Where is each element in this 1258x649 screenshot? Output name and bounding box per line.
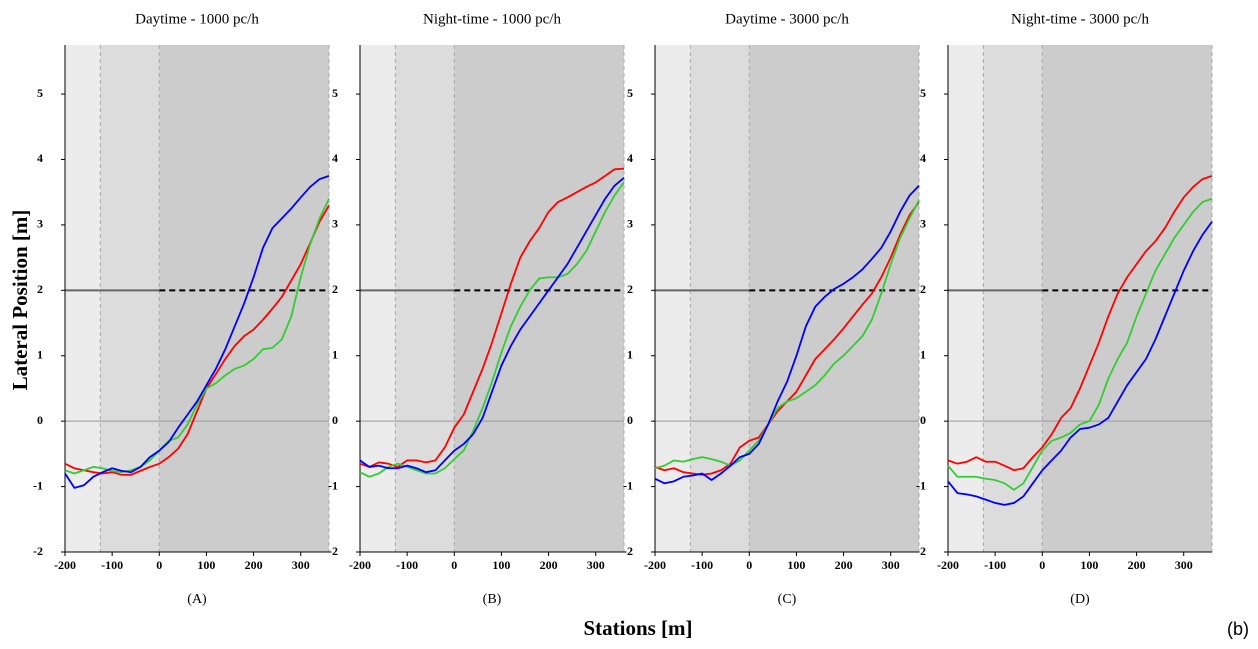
zone <box>749 45 919 552</box>
y-tick-label: -2 <box>33 544 43 558</box>
zone <box>395 45 455 552</box>
y-tick-label: 1 <box>920 347 926 361</box>
y-tick-label: 4 <box>37 151 43 165</box>
y-tick-label: 2 <box>332 282 338 296</box>
x-tick-label: 0 <box>1039 558 1045 572</box>
y-tick-label: 1 <box>332 347 338 361</box>
series-line <box>947 174 1213 472</box>
series-line <box>64 204 330 476</box>
x-tick-label: 100 <box>492 558 510 572</box>
x-tick-label: 300 <box>292 558 310 572</box>
x-tick-label: 200 <box>835 558 853 572</box>
panel-sublabel: (D) <box>1070 592 1090 607</box>
x-tick-label: 100 <box>787 558 805 572</box>
y-tick-label: 5 <box>37 86 43 100</box>
y-tick-label: -1 <box>916 478 926 492</box>
zone <box>983 45 1043 552</box>
series-line <box>359 167 625 468</box>
y-tick-label: 2 <box>627 282 633 296</box>
panel-tag: (b) <box>1227 619 1249 639</box>
y-tick-label: 0 <box>920 413 926 427</box>
y-tick-label: 3 <box>37 217 43 231</box>
y-tick-label: 0 <box>37 413 43 427</box>
x-tick-label: -100 <box>101 558 123 572</box>
panel-title: Daytime - 1000 pc/h <box>135 11 259 27</box>
x-tick-label: 0 <box>156 558 162 572</box>
zone <box>159 45 329 552</box>
y-tick-label: 4 <box>332 151 338 165</box>
x-axis-label: Stations [m] <box>583 616 692 640</box>
y-tick-label: -1 <box>623 478 633 492</box>
series-line <box>947 221 1213 506</box>
x-tick-label: 200 <box>245 558 263 572</box>
y-tick-label: -2 <box>623 544 633 558</box>
x-tick-label: 100 <box>1080 558 1098 572</box>
y-tick-label: 4 <box>627 151 633 165</box>
y-tick-label: 0 <box>332 413 338 427</box>
y-axis-label: Lateral Position [m] <box>8 210 32 391</box>
panel-sublabel: (C) <box>778 592 797 607</box>
y-tick-label: 2 <box>920 282 926 296</box>
zone <box>360 45 396 552</box>
y-tick-label: 1 <box>627 347 633 361</box>
y-tick-label: -2 <box>328 544 338 558</box>
zone <box>690 45 750 552</box>
panel-sublabel: (A) <box>187 592 207 607</box>
series-line <box>654 185 920 485</box>
y-tick-label: -2 <box>916 544 926 558</box>
panel-title: Night-time - 3000 pc/h <box>1011 11 1149 27</box>
x-tick-label: -200 <box>349 558 371 572</box>
y-tick-label: 4 <box>920 151 926 165</box>
panel-title: Daytime - 3000 pc/h <box>725 11 849 27</box>
y-tick-label: 5 <box>627 86 633 100</box>
x-tick-label: -200 <box>644 558 666 572</box>
x-tick-label: -200 <box>54 558 76 572</box>
panel-sublabel: (B) <box>483 592 502 607</box>
x-tick-label: -200 <box>937 558 959 572</box>
x-tick-label: -100 <box>396 558 418 572</box>
x-tick-label: 200 <box>1128 558 1146 572</box>
y-tick-label: 5 <box>920 86 926 100</box>
series-line <box>654 199 920 470</box>
x-tick-label: 300 <box>1175 558 1193 572</box>
x-tick-label: -100 <box>691 558 713 572</box>
y-tick-label: 1 <box>37 347 43 361</box>
zone <box>100 45 160 552</box>
zone <box>948 45 984 552</box>
x-tick-label: 200 <box>540 558 558 572</box>
x-tick-label: 100 <box>197 558 215 572</box>
y-tick-label: 3 <box>332 217 338 231</box>
x-tick-label: 300 <box>882 558 900 572</box>
series-line <box>947 197 1213 491</box>
y-tick-label: 3 <box>920 217 926 231</box>
zone <box>454 45 624 552</box>
series-line <box>359 177 625 474</box>
series-line <box>64 174 330 489</box>
x-tick-label: 0 <box>451 558 457 572</box>
x-tick-label: 300 <box>587 558 605 572</box>
y-tick-label: -1 <box>33 478 43 492</box>
x-tick-label: -100 <box>984 558 1006 572</box>
y-tick-label: 0 <box>627 413 633 427</box>
y-tick-label: 2 <box>37 282 43 296</box>
y-tick-label: 3 <box>627 217 633 231</box>
x-tick-label: 0 <box>746 558 752 572</box>
y-tick-label: -1 <box>328 478 338 492</box>
zone <box>1042 45 1212 552</box>
y-tick-label: 5 <box>332 86 338 100</box>
panel-title: Night-time - 1000 pc/h <box>423 11 561 27</box>
